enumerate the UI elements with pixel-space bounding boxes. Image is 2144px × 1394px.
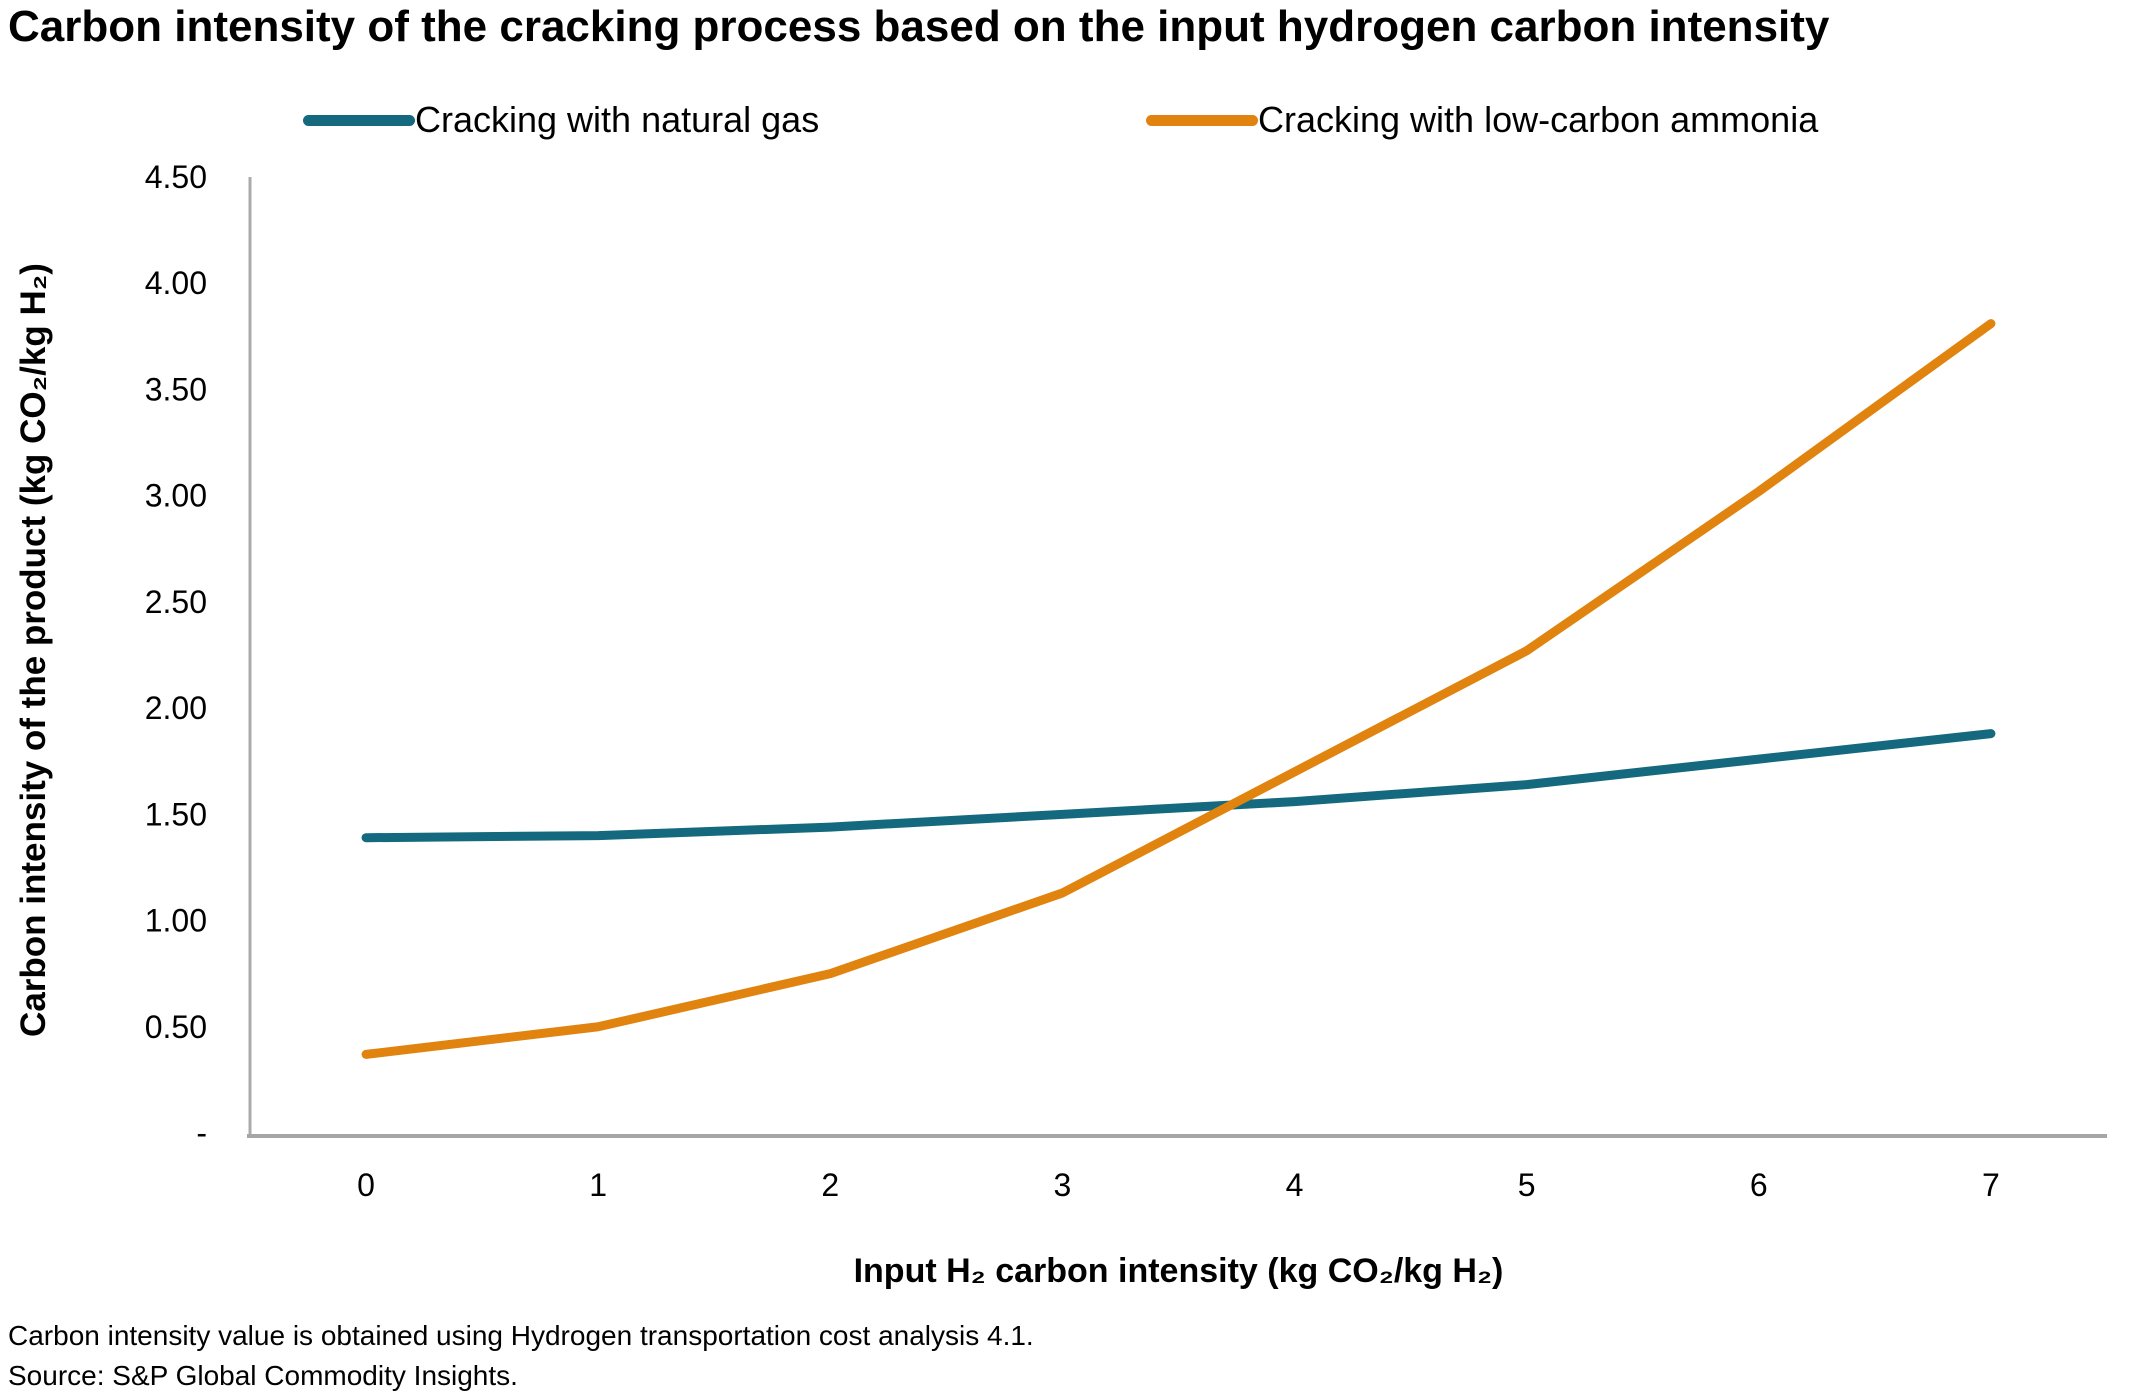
- x-tick-label: 7: [1982, 1167, 2000, 1203]
- y-tick-label: 2.50: [145, 584, 207, 620]
- legend-swatch-natural-gas-icon: [303, 114, 415, 126]
- x-tick-label: 3: [1054, 1167, 1072, 1203]
- y-tick-label: 1.00: [145, 903, 207, 939]
- footnote-source: Source: S&P Global Commodity Insights.: [8, 1360, 518, 1391]
- legend-label-low-carbon-ammonia: Cracking with low-carbon ammonia: [1258, 99, 1819, 140]
- y-tick-label: -: [196, 1115, 207, 1151]
- y-tick-label: 1.50: [145, 796, 207, 832]
- x-tick-label: 5: [1518, 1167, 1536, 1203]
- y-axis-title: Carbon intensity of the product (kg CO₂/…: [14, 263, 53, 1037]
- x-tick-label: 1: [589, 1167, 607, 1203]
- legend-swatch-low-carbon-ammonia-icon: [1146, 114, 1258, 126]
- series-line-low-carbon-ammonia: [361, 319, 1996, 1059]
- x-axis-title: Input H₂ carbon intensity (kg CO₂/kg H₂): [853, 1252, 1504, 1290]
- footnote-methodology: Carbon intensity value is obtained using…: [8, 1320, 1034, 1351]
- y-tick-label: 2.00: [145, 690, 207, 726]
- y-tick-label: 3.50: [145, 371, 207, 407]
- legend-item-low-carbon-ammonia: Cracking with low-carbon ammonia: [1146, 98, 1818, 142]
- y-tick-label: 3.00: [145, 478, 207, 514]
- x-tick-label: 6: [1750, 1167, 1768, 1203]
- x-tick-label: 2: [821, 1167, 839, 1203]
- legend-item-natural-gas: Cracking with natural gas: [303, 98, 819, 142]
- y-tick-label: 4.50: [145, 159, 207, 195]
- series-line-natural-gas: [361, 729, 1996, 843]
- y-tick-label: 0.50: [145, 1009, 207, 1045]
- chart-title: Carbon intensity of the cracking process…: [8, 2, 1830, 51]
- legend-label-natural-gas: Cracking with natural gas: [415, 99, 820, 140]
- y-tick-label: 4.00: [145, 265, 207, 301]
- x-tick-label: 0: [357, 1167, 375, 1203]
- x-tick-label: 4: [1286, 1167, 1304, 1203]
